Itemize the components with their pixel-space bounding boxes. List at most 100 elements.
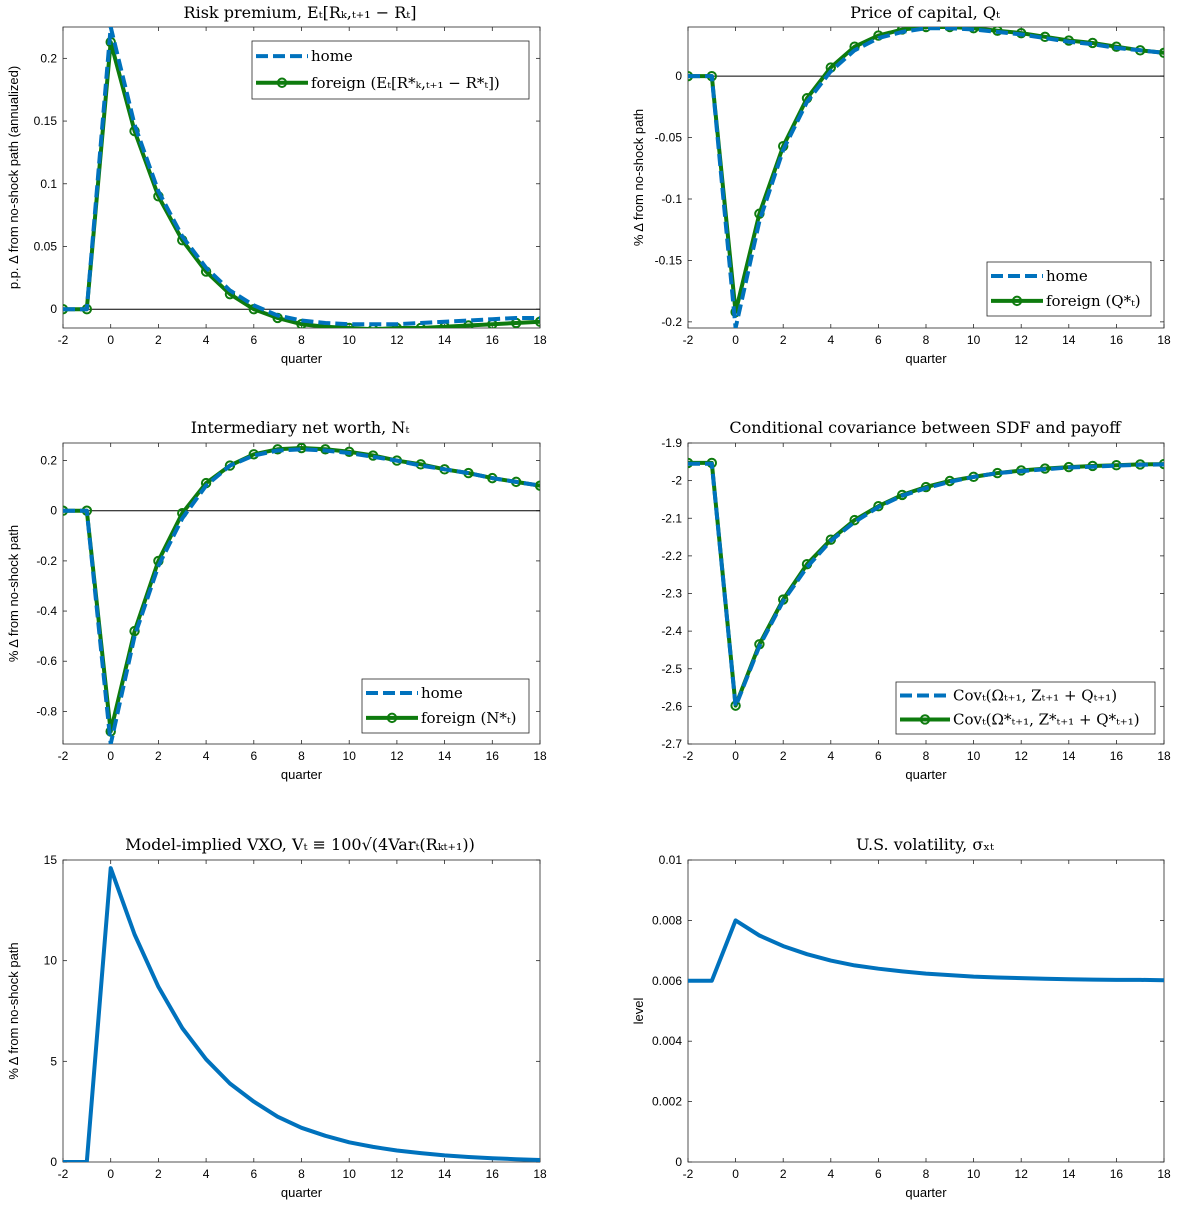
series-line (63, 447, 540, 744)
plot-area (687, 859, 1165, 1163)
x-tick-label: 10 (967, 1167, 981, 1181)
x-tick-label: 4 (203, 333, 210, 347)
x-tick-label: 18 (1157, 333, 1171, 347)
data-point (944, 27, 955, 33)
x-tick-label: 16 (486, 749, 500, 763)
y-tick-label: -0.15 (655, 253, 683, 267)
series-line (688, 461, 1164, 709)
x-tick-label: -2 (683, 749, 694, 763)
x-tick-label: 14 (1062, 1167, 1076, 1181)
series-group (63, 866, 540, 1162)
x-tick-label: 10 (967, 749, 981, 763)
y-tick-label: -0.2 (661, 315, 682, 329)
x-tick-label: 10 (343, 749, 357, 763)
legend: home foreign (N*ₜ) (361, 678, 530, 734)
x-axis-label: quarter (281, 767, 323, 782)
legend-box (986, 261, 1152, 317)
x-tick-label: 2 (780, 1167, 787, 1181)
y-tick-label: -2.4 (661, 624, 682, 638)
x-tick-label: -2 (58, 749, 69, 763)
x-tick-label: 12 (390, 333, 404, 347)
legend-box (895, 681, 1156, 735)
y-tick-label: -2.6 (661, 699, 682, 713)
legend-label: foreign (N*ₜ) (421, 709, 517, 727)
x-tick-label: 4 (827, 1167, 834, 1181)
x-tick-label: 2 (780, 749, 787, 763)
y-axis-label: % Δ from no-shock path (631, 109, 646, 246)
x-axis-label: quarter (905, 1185, 947, 1200)
x-tick-label: 12 (390, 1167, 404, 1181)
x-tick-label: 8 (298, 333, 305, 347)
x-tick-label: 14 (1062, 749, 1076, 763)
x-tick-label: 14 (438, 333, 452, 347)
legend-marker (1011, 295, 1023, 307)
x-axis-label: quarter (281, 1185, 323, 1200)
y-tick-label: 0 (675, 69, 682, 83)
x-tick-label: 18 (1157, 749, 1171, 763)
legend-box (251, 40, 530, 100)
x-tick-label: 14 (438, 1167, 452, 1181)
data-point (129, 625, 140, 637)
plot-area (62, 859, 541, 1163)
legend-label: Covₜ(Ω*ₜ₊₁, Z*ₜ₊₁ + Q*ₜ₊₁) (953, 710, 1140, 728)
x-tick-label: 16 (486, 1167, 500, 1181)
legend: Covₜ(Ωₜ₊₁, Zₜ₊₁ + Qₜ₊₁) Covₜ(Ω*ₜ₊₁, Z*ₜ₊₁… (895, 681, 1156, 735)
x-tick-label: 14 (438, 749, 452, 763)
chart-title: Risk premium, Eₜ[Rₖ,ₜ₊₁ − Rₜ] (184, 3, 417, 22)
legend-marker (276, 77, 288, 88)
y-tick-label: -1.9 (661, 436, 682, 450)
x-tick-label: 16 (1110, 749, 1124, 763)
x-tick-label: 2 (155, 333, 162, 347)
chart-title: Intermediary net worth, Nₜ (191, 418, 410, 437)
chart-title: U.S. volatility, σₓₜ (856, 835, 994, 854)
x-tick-label: 6 (250, 749, 257, 763)
us-volatility-panel: -2 0 2 4 6 8 10 12 14 16 1800.0020.0040.0060.0080.… (631, 853, 1171, 1200)
series-line (688, 918, 1164, 983)
y-tick-label: 10 (44, 954, 58, 968)
chart-title: Conditional covariance between SDF and p… (729, 418, 1122, 437)
data-point (296, 319, 307, 328)
y-axis-label: p.p. Δ from no-shock path (annualized) (6, 66, 21, 289)
x-tick-label: 10 (967, 333, 981, 347)
x-tick-label: 0 (732, 333, 739, 347)
x-tick-label: 16 (1110, 333, 1124, 347)
x-tick-label: 0 (107, 333, 114, 347)
legend-marker (386, 712, 398, 724)
legend-label: home (1046, 267, 1088, 285)
x-axis-label: quarter (905, 351, 947, 366)
x-tick-label: -2 (683, 1167, 694, 1181)
legend-label: foreign (Eₜ[R*ₖ,ₜ₊₁ − R*ₜ]) (311, 74, 500, 92)
chart-title: Price of capital, Qₜ (850, 3, 1000, 22)
data-point (873, 501, 884, 512)
price-of-capital-panel: -2 0 2 4 6 8 10 12 14 16 18 0 -0.05 -0.1 -0.15 -0.2 quar… (631, 26, 1171, 366)
x-tick-label: 2 (155, 1167, 162, 1181)
x-tick-label: 16 (486, 333, 500, 347)
x-tick-label: 18 (533, 749, 547, 763)
x-axis-label: quarter (281, 351, 323, 366)
y-tick-label: 15 (44, 853, 58, 867)
x-tick-label: 2 (155, 749, 162, 763)
y-tick-label: -2.3 (661, 587, 682, 601)
y-tick-label: -0.05 (655, 131, 683, 145)
y-tick-label: -0.2 (36, 554, 57, 568)
y-tick-label: 0.006 (652, 974, 682, 988)
x-tick-label: 6 (875, 749, 882, 763)
x-tick-label: 6 (250, 333, 257, 347)
x-tick-label: 0 (107, 1167, 114, 1181)
covariance-panel: -2 0 2 4 6 8 10 12 14 16 18 -1.9 -2 -2.1 -2.2 -2.3 -2.4 -… (661, 436, 1171, 782)
y-tick-label: -2.1 (661, 511, 682, 525)
data-point (463, 320, 474, 328)
x-tick-label: 12 (1015, 749, 1029, 763)
legend-label: home (311, 47, 353, 65)
x-tick-label: 6 (875, 333, 882, 347)
series-line (63, 27, 540, 327)
y-tick-label: 0.15 (34, 114, 58, 128)
y-tick-label: 0 (50, 302, 57, 316)
x-tick-label: 18 (533, 1167, 547, 1181)
x-tick-label: -2 (683, 333, 694, 347)
x-tick-label: 8 (923, 749, 930, 763)
series-group (63, 443, 540, 744)
x-tick-label: 18 (533, 333, 547, 347)
x-tick-label: 12 (390, 749, 404, 763)
y-tick-label: -0.4 (36, 604, 57, 618)
